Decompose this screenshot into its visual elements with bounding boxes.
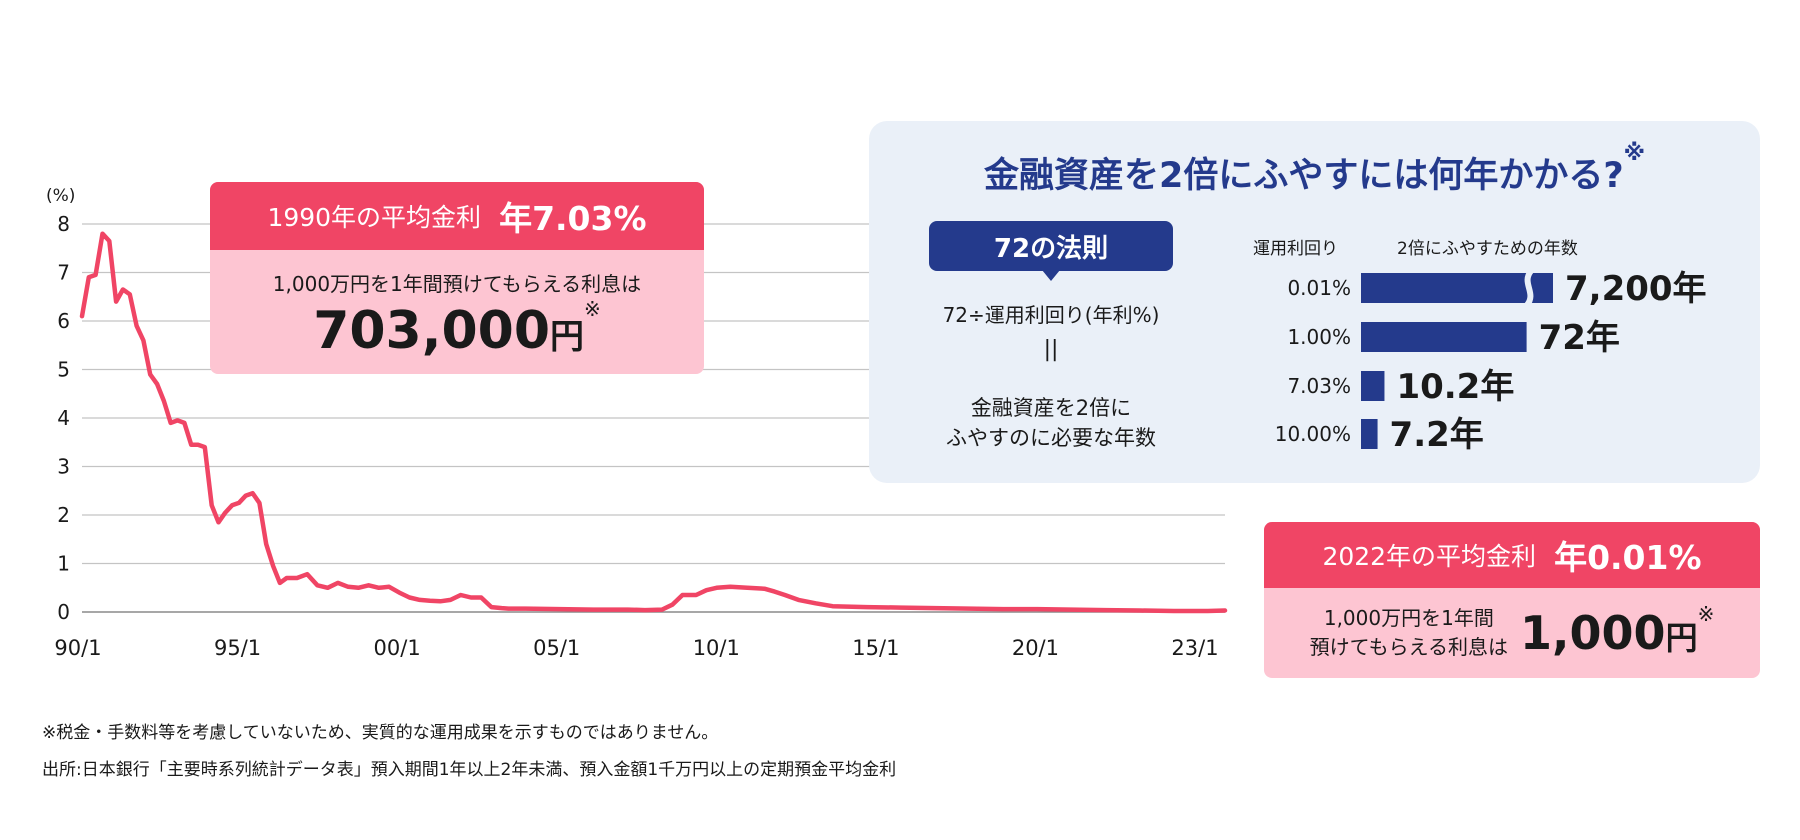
footnote-disclaimer: ※税金・手数料等を考慮していないため、実質的な運用成果を示すものではありません。 [42,723,719,743]
callout-1990-label: 1990年の平均金利 [267,203,482,232]
callout-2022-yen: 円 [1665,619,1698,657]
y-tick-label: 5 [57,358,70,382]
bar-rate-label: 0.01% [1287,276,1351,300]
callout-1990-desc: 1,000万円を1年間預けてもらえる利息は [272,272,642,296]
y-axis-unit-label: (%) [46,186,75,206]
callout-2022-amount-row: 1,000円※ [1520,602,1714,660]
rule-result: 金融資産を2倍に ふやすのに必要な年数 [869,393,1233,453]
bar-years [1361,371,1385,401]
callout-2022-desc-line2: 預けてもらえる利息は [1309,635,1509,659]
y-tick-label: 4 [57,406,70,430]
footnote-source: 出所:日本銀行「主要時系列統計データ表」預入期間1年以上2年未満、預入金額1千万… [42,760,897,780]
y-tick-label: 0 [57,600,70,624]
interest-rate-line [79,231,1228,614]
bar-years-label: 7,200年 [1565,269,1707,309]
bar-years [1361,419,1378,449]
info-panel-title-note: ※ [1623,141,1646,166]
column-header-years: 2倍にふやすための年数 [1397,239,1578,259]
info-panel-title-text: 金融資産を2倍にふやすには何年かかる? [983,156,1624,196]
bar-rate-label: 7.03% [1287,374,1351,398]
y-tick-label: 1 [57,552,70,576]
bar-years-label: 10.2年 [1396,367,1514,407]
callout-2022-value: 年0.01% [1554,538,1702,577]
doubling-years-bar-chart: 0.01% 7,200年 1.00% 72年 7.03% 10.2年 10.00% 7.2年 [1275,269,1707,455]
rule-result-line2: ふやすのに必要な年数 [946,426,1156,450]
callout-2022-desc: 1,000万円を1年間 預けてもらえる利息は [1310,604,1508,662]
callout-2022-desc-line1: 1,000万円を1年間 [1323,606,1494,630]
rule-of-72-badge: 72の法則 [929,221,1173,281]
y-tick-label: 6 [57,309,70,333]
x-tick-label: 05/1 [533,636,580,660]
y-tick-label: 7 [57,261,70,285]
info-panel-title: 金融資産を2倍にふやすには何年かかる?※ [869,141,1760,198]
x-tick-label: 20/1 [1012,636,1059,660]
bar-rate-label: 1.00% [1287,325,1351,349]
callout-2022-body: 1,000万円を1年間 預けてもらえる利息は 1,000円※ [1264,588,1760,678]
callout-1990-amount-row: 703,000円※ [210,297,704,361]
callout-2022-rate: 2022年の平均金利 年0.01% 1,000万円を1年間 預けてもらえる利息は… [1264,522,1760,678]
y-tick-label: 8 [57,212,70,236]
x-tick-label: 15/1 [852,636,899,660]
callout-1990-body: 1,000万円を1年間預けてもらえる利息は 703,000円※ [210,268,704,361]
bar-years-label: 7.2年 [1390,415,1484,455]
callout-2022-note-mark: ※ [1697,602,1715,626]
bar-years [1361,273,1553,303]
y-tick-label: 2 [57,503,70,527]
y-axis-ticks: 8 7 6 5 4 3 2 1 0 [57,212,70,624]
x-tick-label: 00/1 [374,636,421,660]
bar-break-mark [1524,269,1534,307]
rule-formula: 72÷運用利回り(年利%) [942,303,1160,327]
callout-1990-header: 1990年の平均金利 年7.03% [210,182,704,250]
x-tick-label: 23/1 [1171,636,1218,660]
bar-years-label: 72年 [1539,318,1620,358]
callout-2022-amount: 1,000 [1520,606,1666,660]
callout-1990-rate: 1990年の平均金利 年7.03% 1,000万円を1年間預けてもらえる利息は … [210,182,704,374]
x-tick-label: 10/1 [693,636,740,660]
callout-2022-label: 2022年の平均金利 [1322,542,1537,571]
bar-years [1361,322,1527,352]
callout-1990-amount: 703,000 [313,301,551,361]
y-tick-label: 3 [57,455,70,479]
rule-result-line1: 金融資産を2倍に [970,396,1132,420]
callout-1990-value: 年7.03% [499,199,647,238]
column-header-rate: 運用利回り [1253,239,1338,259]
bar-rate-label: 10.00% [1275,422,1351,446]
callout-2022-header: 2022年の平均金利 年0.01% [1264,522,1760,588]
callout-1990-yen: 円 [550,317,585,357]
rule-equal-sign: || [1043,337,1059,362]
x-axis-ticks: 90/1 95/1 00/1 05/1 10/1 15/1 20/1 23/1 [54,636,1218,660]
doubling-info-panel: 金融資産を2倍にふやすには何年かかる?※ 72の法則 72÷運用利回り(年利%)… [869,121,1760,483]
callout-1990-note-mark: ※ [584,297,601,321]
x-tick-label: 90/1 [54,636,101,660]
x-tick-label: 95/1 [214,636,261,660]
